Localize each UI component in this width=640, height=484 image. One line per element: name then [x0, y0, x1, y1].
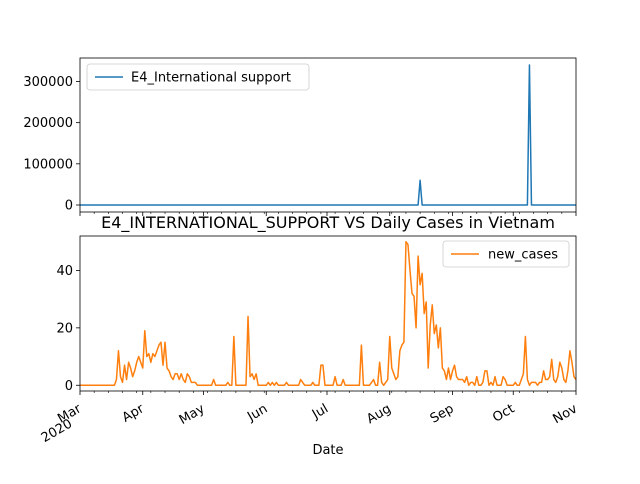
bottom-chart-title: E4_INTERNATIONAL_SUPPORT VS Daily Cases …	[101, 213, 555, 233]
y-tick-label: 100000	[23, 157, 73, 172]
bottom-axes: E4_INTERNATIONAL_SUPPORT VS Daily Cases …	[39, 213, 580, 458]
y-tick-label: 40	[56, 264, 73, 279]
x-tick-label: Jul	[309, 401, 331, 422]
series-line-e4-international-support	[80, 64, 576, 206]
bottom-series-lines	[80, 240, 577, 387]
bottom-plot-frame	[79, 235, 577, 392]
top-legend-label: E4_International support	[131, 71, 291, 86]
y-tick-label: 0	[65, 379, 73, 394]
y-tick-label: 20	[56, 321, 73, 336]
bottom-legend-label: new_cases	[488, 248, 558, 263]
bottom-legend: new_cases	[442, 240, 570, 268]
y-tick-label: 200000	[23, 116, 73, 131]
top-legend-box	[86, 63, 310, 91]
bottom-legend-box	[442, 240, 570, 268]
top-series-lines	[80, 64, 576, 206]
y-tick-label: 0	[65, 199, 73, 214]
top-plot-frame	[79, 57, 577, 213]
top-legend: E4_International support	[86, 63, 310, 91]
top-axes: 0 100000 200000 300000 E4_International sup…	[23, 57, 577, 216]
series-line-new-cases	[80, 240, 577, 387]
y-tick-label: 300000	[23, 75, 73, 90]
x-axis-label: Date	[312, 443, 343, 458]
top-axis-ticks: 0 100000 200000 300000	[23, 75, 577, 216]
